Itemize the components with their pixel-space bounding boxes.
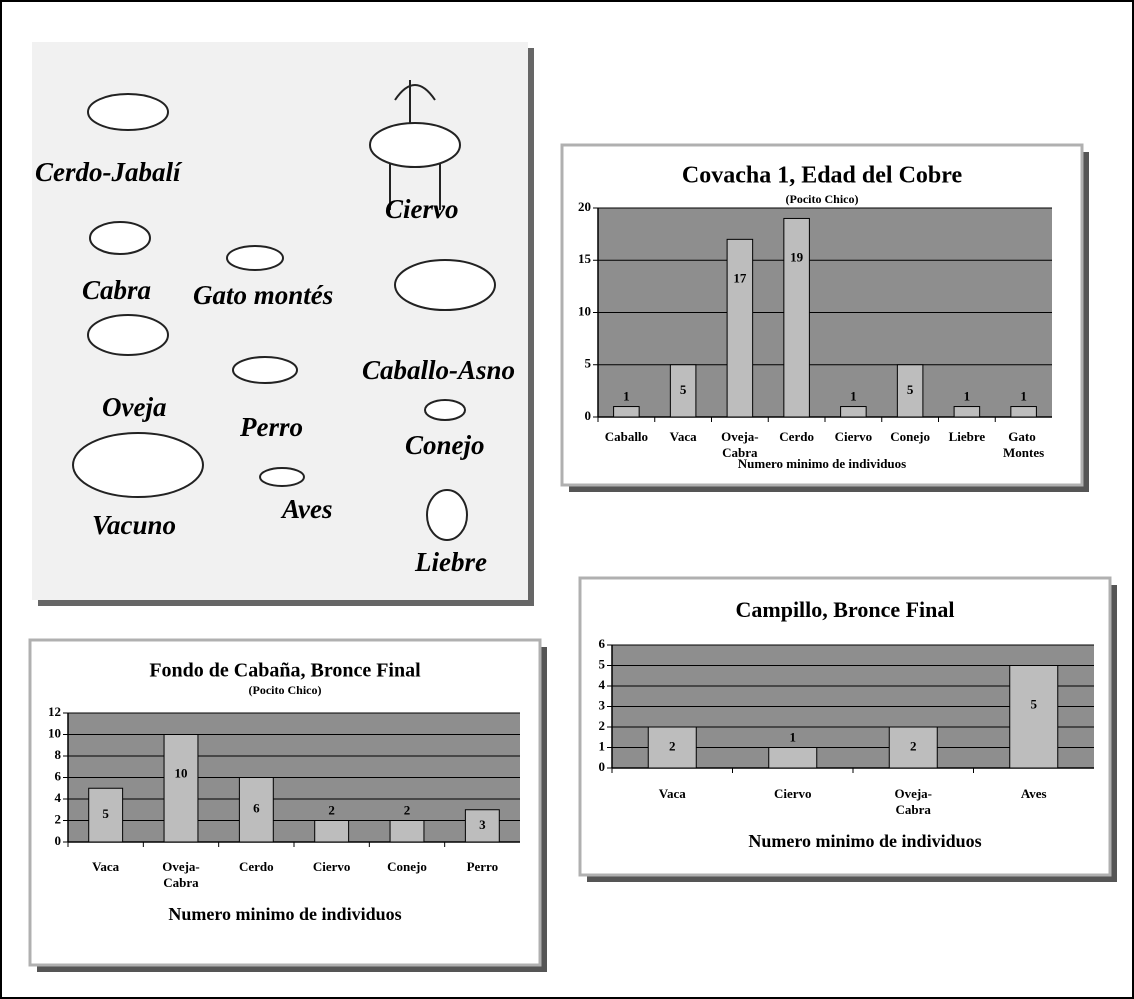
- chart-subtitle: (Pocito Chico): [786, 192, 859, 206]
- animal-label: Conejo: [405, 430, 485, 460]
- y-tick-label: 10: [48, 725, 61, 740]
- chart-title: Covacha 1, Edad del Cobre: [682, 163, 963, 189]
- data-label: 3: [479, 817, 486, 832]
- data-label: 10: [175, 765, 188, 780]
- x-tick-label: Gato Montes: [1003, 429, 1044, 460]
- animal-label: Ciervo: [385, 194, 459, 224]
- bar: [783, 217, 810, 418]
- x-axis-label: Numero minimo de individuos: [168, 904, 401, 924]
- y-tick-label: 12: [48, 704, 61, 719]
- x-tick-label: Ciervo: [774, 786, 812, 801]
- data-label: 1: [1020, 389, 1027, 404]
- bar: [163, 734, 199, 843]
- chart-title: Campillo, Bronce Final: [736, 597, 955, 622]
- x-tick-label: Vaca: [670, 429, 697, 444]
- x-tick-label: Conejo: [387, 859, 427, 874]
- x-tick-label: Conejo: [890, 429, 930, 444]
- x-tick-label: Cerdo: [239, 859, 274, 874]
- x-tick-label: Oveja-Cabra: [894, 786, 932, 817]
- y-tick-label: 0: [585, 408, 592, 423]
- x-tick-label: Liebre: [949, 429, 986, 444]
- bar: [1010, 406, 1037, 418]
- y-tick-label: 15: [578, 251, 592, 266]
- bar: [314, 820, 350, 843]
- animal-label: Vacuno: [92, 510, 176, 540]
- data-label: 2: [404, 802, 411, 817]
- data-label: 2: [910, 738, 917, 753]
- data-label: 1: [790, 729, 797, 744]
- y-tick-label: 0: [55, 833, 62, 848]
- data-label: 2: [328, 802, 335, 817]
- y-tick-label: 0: [599, 759, 606, 774]
- y-tick-label: 10: [578, 303, 591, 318]
- data-label: 17: [733, 270, 747, 285]
- x-tick-label: Oveja-Cabra: [162, 859, 200, 890]
- bar: [888, 726, 938, 769]
- y-tick-label: 6: [55, 768, 62, 783]
- bar: [88, 787, 124, 843]
- y-tick-label: 2: [55, 811, 62, 826]
- animal-label: Cerdo-Jabalí: [35, 157, 183, 187]
- bar: [238, 777, 274, 843]
- animal-label: Perro: [239, 412, 303, 442]
- animal-label: Liebre: [414, 547, 487, 577]
- animal-drawings: [72, 80, 496, 541]
- data-label: 1: [850, 389, 857, 404]
- chart-title: Fondo de Cabaña, Bronce Final: [149, 660, 421, 682]
- bar: [840, 406, 867, 418]
- y-tick-label: 1: [599, 738, 606, 753]
- bar: [953, 406, 981, 418]
- y-tick-label: 2: [599, 718, 606, 733]
- y-tick-label: 5: [599, 656, 606, 671]
- x-tick-label: Perro: [467, 859, 499, 874]
- bar: [647, 726, 697, 769]
- x-tick-label: Vaca: [659, 786, 686, 801]
- bar: [389, 820, 425, 843]
- data-label: 19: [790, 249, 804, 264]
- x-tick-label: Vaca: [92, 859, 119, 874]
- data-label: 5: [680, 382, 687, 397]
- bar: [896, 364, 924, 418]
- data-label: 1: [623, 389, 630, 404]
- data-label: 2: [669, 738, 676, 753]
- animal-label: Aves: [280, 494, 332, 524]
- x-tick-label: Ciervo: [313, 859, 351, 874]
- animal-label: Gato montés: [193, 280, 333, 310]
- bar: [1009, 665, 1059, 769]
- y-tick-label: 4: [599, 677, 606, 692]
- y-tick-label: 3: [599, 697, 606, 712]
- y-tick-label: 6: [599, 636, 606, 651]
- animal-label: Caballo-Asno: [362, 355, 515, 385]
- bar: [613, 406, 640, 418]
- chart-subtitle: (Pocito Chico): [249, 683, 322, 697]
- x-tick-label: Ciervo: [835, 429, 873, 444]
- animal-label: Oveja: [102, 392, 166, 422]
- x-tick-label: Aves: [1021, 786, 1047, 801]
- data-label: 5: [907, 382, 914, 397]
- x-axis-label: Numero minimo de individuos: [748, 831, 981, 851]
- bar: [669, 364, 697, 418]
- data-label: 6: [253, 801, 260, 816]
- x-tick-label: Oveja-Cabra: [721, 429, 759, 460]
- y-tick-label: 8: [55, 747, 62, 762]
- data-label: 5: [1031, 696, 1038, 711]
- x-tick-label: Caballo: [605, 429, 648, 444]
- x-axis-label: Numero minimo de individuos: [738, 456, 906, 471]
- animal-label: Cabra: [82, 275, 151, 305]
- y-tick-label: 4: [55, 790, 62, 805]
- bar: [768, 747, 818, 769]
- bar: [726, 238, 754, 418]
- y-tick-label: 5: [585, 356, 592, 371]
- x-tick-label: Cerdo: [779, 429, 814, 444]
- data-label: 5: [102, 806, 109, 821]
- bar: [464, 809, 500, 843]
- y-tick-label: 20: [578, 199, 591, 214]
- data-label: 1: [964, 389, 971, 404]
